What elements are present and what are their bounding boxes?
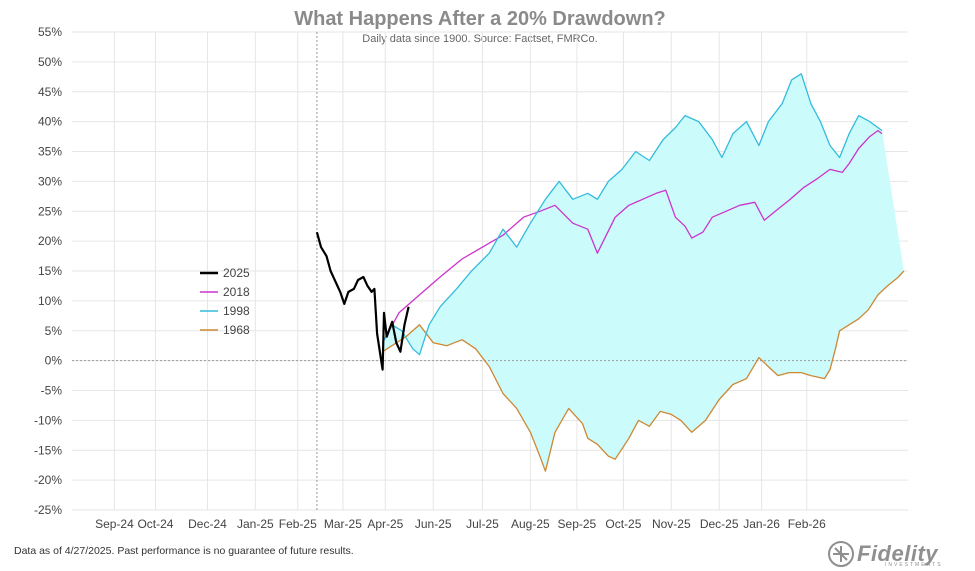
x-tick-label: Apr-25 (367, 517, 403, 531)
y-tick-label: -15% (34, 443, 62, 457)
y-tick-label: -5% (41, 384, 63, 398)
legend-label-1968: 1968 (223, 323, 250, 337)
line-chart: 55% 50% 45% 40% 35% 30% 25% 20% 15% 10% 5% 0% -5% -10… (34, 25, 908, 531)
y-tick-label: 10% (38, 294, 62, 308)
legend: 2025 2018 1998 1968 (200, 266, 250, 337)
y-tick-label: 5% (45, 324, 63, 338)
x-tick-label: Jan-25 (237, 517, 274, 531)
fidelity-emblem-icon (828, 541, 854, 567)
legend-label-2025: 2025 (223, 266, 250, 280)
x-tick-label: Jul-25 (466, 517, 499, 531)
footnote: Data as of 4/27/2025. Past performance i… (14, 545, 354, 557)
x-tick-label: Sep-25 (558, 517, 597, 531)
y-tick-label: 40% (38, 115, 62, 129)
x-tick-label: Jan-26 (743, 517, 780, 531)
x-tick-label: Feb-26 (788, 517, 826, 531)
x-tick-label: Nov-25 (652, 517, 691, 531)
y-tick-label: 50% (38, 55, 62, 69)
shaded-band (382, 73, 904, 472)
x-tick-label: Dec-24 (188, 517, 227, 531)
series-lines (315, 73, 905, 472)
x-tick-label: Aug-25 (511, 517, 550, 531)
y-tick-label: 15% (38, 264, 62, 278)
x-tick-label: Oct-24 (137, 517, 173, 531)
x-tick-label: Dec-25 (700, 517, 739, 531)
chart-subtitle: Daily data since 1900. Source: Factset, … (362, 33, 598, 45)
y-tick-label: -20% (34, 473, 62, 487)
y-tick-label: -10% (34, 413, 62, 427)
x-tick-label: Jun-25 (415, 517, 452, 531)
y-tick-label: 0% (45, 354, 63, 368)
series-line-1968 (382, 270, 905, 472)
x-tick-label: Sep-24 (95, 517, 134, 531)
axes: 55% 50% 45% 40% 35% 30% 25% 20% 15% 10% 5% 0% -5% -10… (34, 25, 908, 531)
logo-wordmark: Fidelity (857, 541, 939, 566)
logo-subtitle: INVESTMENTS (885, 562, 943, 568)
y-tick-label: 30% (38, 174, 62, 188)
chart-title: What Happens After a 20% Drawdown? (294, 8, 666, 30)
legend-label-2018: 2018 (223, 285, 250, 299)
y-tick-label: 55% (38, 25, 62, 39)
fidelity-logo: Fidelity INVESTMENTS (827, 540, 967, 568)
legend-label-1998: 1998 (223, 304, 250, 318)
x-tick-label: Feb-25 (279, 517, 317, 531)
y-tick-label: 45% (38, 85, 62, 99)
y-tick-label: 20% (38, 234, 62, 248)
y-tick-label: -25% (34, 503, 62, 517)
series-line-1998 (382, 73, 883, 356)
x-tick-label: Mar-25 (324, 517, 362, 531)
series-line-2025 (315, 231, 410, 371)
x-tick-label: Oct-25 (605, 517, 641, 531)
shaded-band-area (382, 73, 904, 472)
series-line-2018 (382, 129, 883, 344)
y-tick-label: 35% (38, 145, 62, 159)
y-tick-label: 25% (38, 204, 62, 218)
